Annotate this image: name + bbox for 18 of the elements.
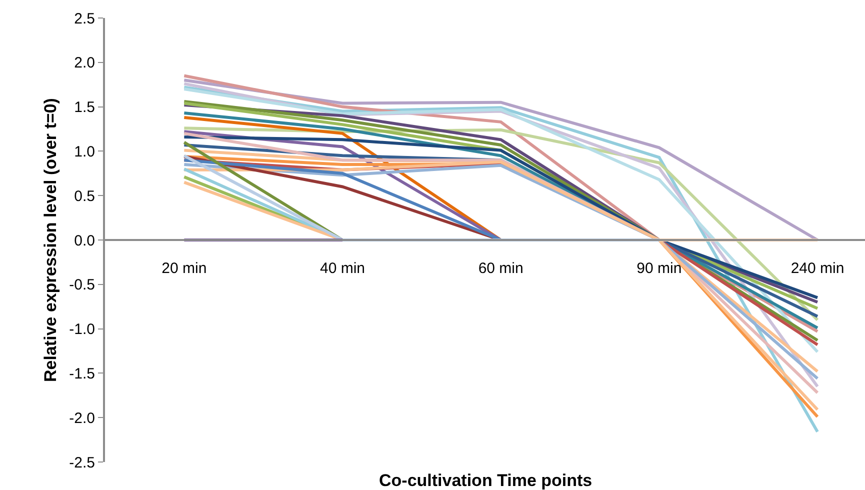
y-tick-label: 0.5 xyxy=(74,188,95,205)
y-tick-label: -2.5 xyxy=(69,454,95,472)
y-axis-title: Relative expression level (over t=0) xyxy=(41,98,60,382)
y-tick-label: -1.0 xyxy=(69,321,95,338)
y-tick-label: 2.0 xyxy=(74,54,95,72)
y-tick-label: 1.5 xyxy=(74,99,95,116)
y-tick-label: 0.0 xyxy=(74,232,95,250)
y-tick-label: 1.0 xyxy=(74,143,95,160)
x-axis-title: Co-cultivation Time points xyxy=(379,471,592,490)
x-tick-label: 20 min xyxy=(162,260,207,277)
x-tick-label: 240 min xyxy=(790,260,844,277)
x-tick-label: 40 min xyxy=(320,260,366,277)
y-tick-label: -1.5 xyxy=(69,365,95,382)
y-tick-label: -2.0 xyxy=(69,410,95,427)
x-tick-label: 60 min xyxy=(478,260,524,277)
y-tick-label: 2.5 xyxy=(74,10,95,28)
y-tick-label: -0.5 xyxy=(69,276,95,294)
x-tick-label: 90 min xyxy=(636,260,682,277)
